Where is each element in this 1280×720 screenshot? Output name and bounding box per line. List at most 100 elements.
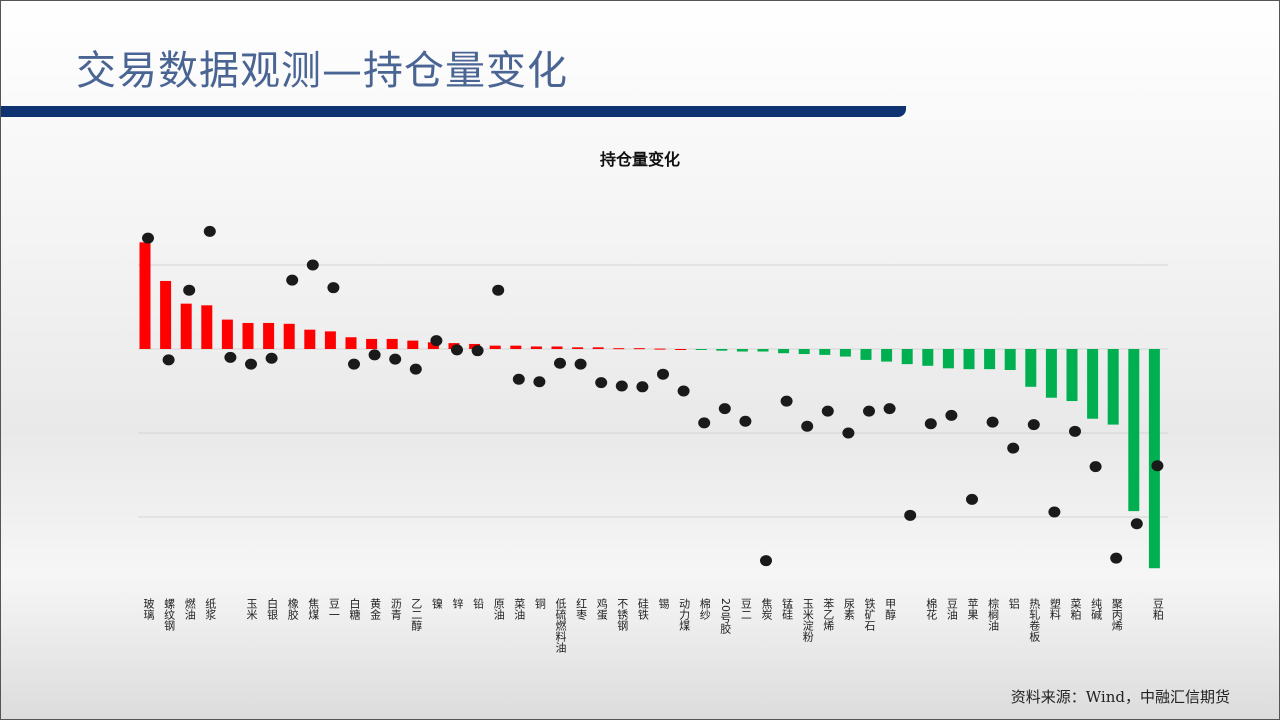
bar [201,305,213,349]
bar [345,337,357,349]
x-tick-label: 鸡蛋 [595,598,609,620]
x-tick-label: 塑料 [1048,598,1062,620]
bar [1066,349,1078,402]
data-point [162,354,175,366]
bar [263,322,275,349]
data-point [327,282,340,294]
x-tick-label: 纸浆 [203,598,217,620]
x-tick-label: 红枣 [574,598,588,620]
x-tick-label: 原油 [492,598,506,620]
data-point [595,377,608,389]
bar [1045,349,1057,398]
bar [819,349,831,355]
bar [1087,349,1099,419]
bar [716,349,728,351]
bar [963,349,975,370]
bar [778,349,790,354]
data-point [1069,425,1081,437]
x-tick-label: 铜 [533,598,547,609]
bar [1148,349,1160,569]
x-tick-label: 焦炭 [760,598,773,620]
x-tick-label: 硅铁 [636,598,650,620]
bar [675,349,687,350]
x-tick-label: 棉花 [924,598,938,620]
data-point [1110,552,1123,564]
x-tick-label: 白糖 [348,598,361,620]
x-tick-label: 动力煤 [677,598,691,631]
page-title: 交易数据观测—持仓量变化 [76,48,568,94]
bar [1004,349,1016,370]
data-point [657,368,669,380]
x-tick-label: 铁矿石 [863,598,876,631]
x-tick-label: 白银 [265,598,279,620]
data-point [1089,461,1102,473]
title-underline-band [0,106,906,117]
data-point [1027,419,1040,431]
bar [366,338,378,349]
data-point [409,363,422,375]
data-point [821,405,834,417]
bar [736,349,748,352]
data-point [430,335,443,347]
data-point [286,274,299,286]
data-point [451,344,463,356]
bar [798,349,810,355]
data-point [842,427,855,439]
data-point [904,509,917,521]
x-tick-label: 铅 [471,598,485,609]
bar [881,349,893,362]
x-tick-label: 尿素 [842,598,856,620]
data-point [224,351,237,363]
x-tick-label: 镍 [430,598,444,609]
bar [942,349,954,369]
bar [324,331,336,349]
bar [530,346,542,349]
data-point [574,358,587,370]
data-point [615,380,628,392]
x-tick-label: 纯碱 [1089,598,1103,620]
data-point [945,409,958,421]
x-tick-label: 低硫燃料油 [554,598,567,653]
bar [489,345,501,349]
x-tick-label: 苯乙烯 [821,598,835,631]
x-tick-label: 铝 [1007,598,1021,609]
bar [160,280,172,349]
x-tick-label: 热轧卷板 [1027,598,1041,642]
x-tick-label: 玻璃 [142,598,155,620]
source-note: 资料来源：Wind，中融汇信期货 [1010,688,1230,706]
bar [984,349,996,370]
data-point [492,284,505,296]
bar [860,349,872,360]
x-tick-label: 沥青 [389,598,403,620]
x-tick-label: 燃油 [183,598,197,620]
data-point [1007,442,1020,454]
x-tick-label: 焦煤 [306,598,320,620]
data-point [1130,518,1143,530]
data-point [698,417,711,429]
data-point [533,376,546,388]
x-tick-label: 20号胶 [718,598,732,634]
x-tick-label: 橡胶 [286,598,300,620]
bar [592,347,604,349]
data-point [265,352,278,364]
x-tick-label: 聚丙烯 [1110,598,1124,631]
x-tick-label: 菜油 [512,598,526,620]
bar [283,323,295,349]
x-tick-label: 黄金 [368,598,382,620]
x-tick-label: 玉米淀粉 [801,598,815,642]
bar [613,348,625,350]
data-point [368,349,381,361]
x-tick-label: 豆粕 [1151,598,1165,620]
bar [839,349,851,357]
bar [572,347,584,349]
bar [304,329,316,349]
bar [427,342,439,349]
x-tick-label: 菜粕 [1069,598,1082,620]
x-tick-label: 苹果 [966,598,979,620]
data-point [389,353,402,365]
bar [1107,349,1119,425]
data-point [739,415,752,427]
bar [633,348,645,350]
data-point [1048,506,1061,518]
